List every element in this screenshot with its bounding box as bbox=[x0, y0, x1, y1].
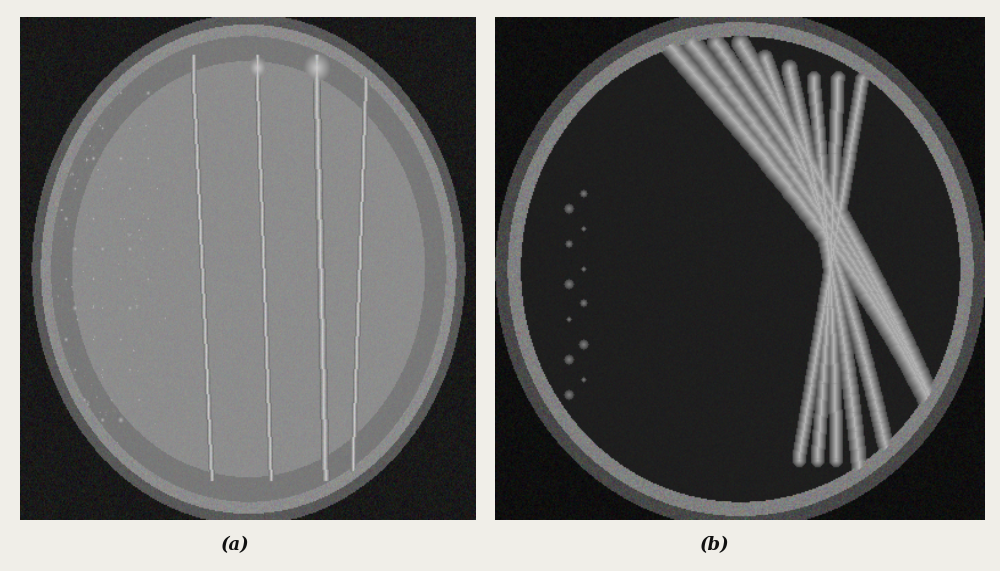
Text: (b): (b) bbox=[700, 536, 730, 554]
Text: (a): (a) bbox=[221, 536, 249, 554]
